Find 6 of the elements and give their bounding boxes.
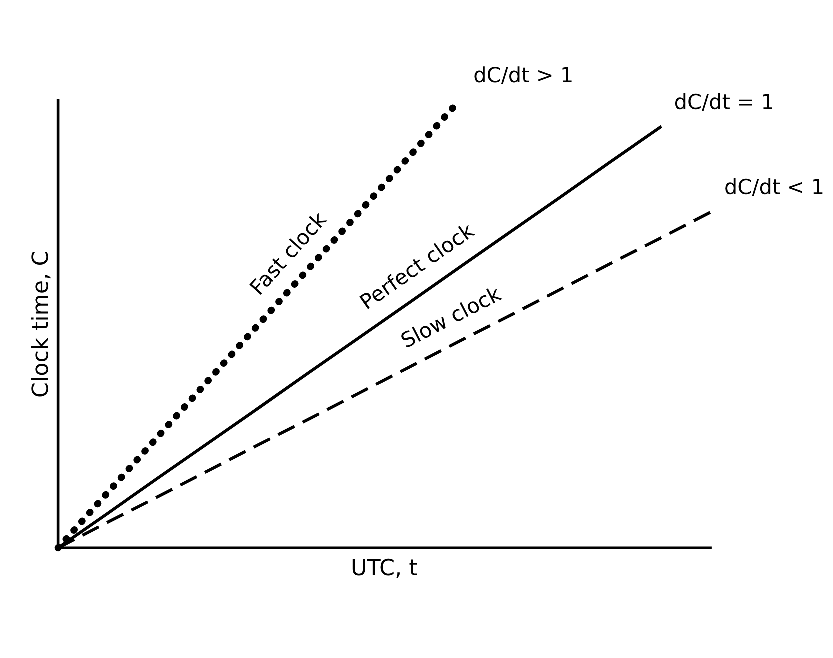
- text: dC/dt > 1: [474, 66, 572, 84]
- annotation: dC/dt = 1: [675, 93, 772, 112]
- text: Slow clock: [400, 284, 503, 348]
- y-axis-title: Clock time, C: [31, 252, 51, 397]
- text: dC/dt < 1: [726, 178, 823, 196]
- x-axis-title: UTC, t: [352, 558, 418, 578]
